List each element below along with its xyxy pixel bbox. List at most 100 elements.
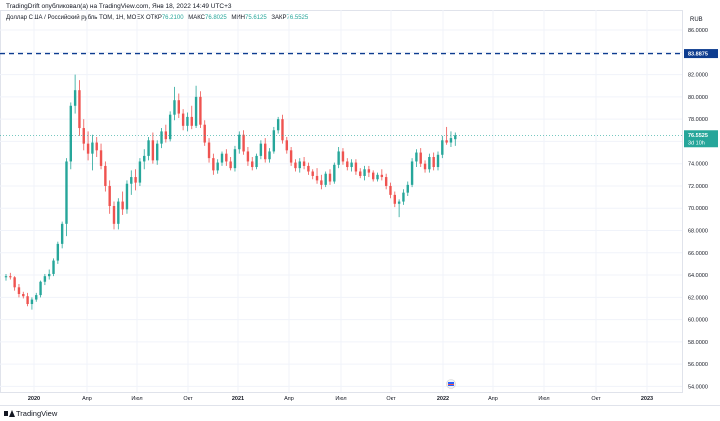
candle-body xyxy=(9,276,12,278)
candle-body xyxy=(26,296,29,305)
candle-body xyxy=(52,260,55,274)
candle-body xyxy=(104,165,107,186)
y-tick-label: 54.0000 xyxy=(688,384,708,390)
candle-body xyxy=(4,276,8,278)
candle-body xyxy=(207,142,211,159)
candle-body xyxy=(177,100,180,114)
x-tick-label: Июл xyxy=(538,396,549,402)
tradingview-footer[interactable]: TradingView xyxy=(4,409,57,418)
candle-body xyxy=(229,161,232,169)
candle-body xyxy=(86,143,90,154)
candle-body xyxy=(143,155,146,162)
legend-close-value: 76.5525 xyxy=(286,15,309,21)
candle-body xyxy=(225,153,228,162)
candle-body xyxy=(372,172,375,180)
x-tick-label: Июл xyxy=(131,396,142,402)
candle-body xyxy=(445,140,448,143)
candle-body xyxy=(13,277,16,288)
x-tick-label: Окт xyxy=(386,396,396,402)
candle-body xyxy=(341,151,345,162)
candle-body xyxy=(410,161,414,185)
legend-open-value: 76.2100 xyxy=(161,15,184,21)
candle-body xyxy=(125,183,129,210)
candle-body xyxy=(449,138,453,143)
candle-body xyxy=(95,142,98,151)
x-tick-label: 2022 xyxy=(437,396,449,402)
candle-body xyxy=(168,114,172,140)
candle-body xyxy=(350,162,353,168)
candle-body xyxy=(220,153,224,163)
candle-body xyxy=(17,287,21,294)
candle-body xyxy=(134,177,137,183)
candle-body xyxy=(238,134,241,150)
x-tick-label: Июл xyxy=(335,396,346,402)
candle-body xyxy=(441,140,444,155)
candle-body xyxy=(281,119,284,141)
candle-body xyxy=(415,152,418,162)
y-tick-label: 56.0000 xyxy=(688,362,708,368)
candle-body xyxy=(65,161,68,224)
candle-body xyxy=(56,243,60,261)
candle-body xyxy=(376,174,379,180)
candle-body xyxy=(255,155,258,168)
candle-body xyxy=(242,134,245,152)
x-tick-label: Окт xyxy=(183,396,193,402)
candle-body xyxy=(354,162,358,172)
candle-body xyxy=(276,119,280,131)
legend-high-label: МАКС xyxy=(188,15,205,21)
candle-body xyxy=(73,90,77,106)
candle-body xyxy=(393,194,396,204)
x-tick-label: 2020 xyxy=(28,396,40,402)
candle-body xyxy=(156,143,159,161)
candle-body xyxy=(233,149,237,169)
y-tick-label: 70.0000 xyxy=(688,206,708,212)
candle-body xyxy=(367,169,371,173)
candle-body xyxy=(259,143,263,156)
candle-body xyxy=(160,131,163,144)
candle-body xyxy=(389,185,392,195)
legend-open-label: ОТКР xyxy=(146,15,162,21)
candle-body xyxy=(30,299,34,305)
candle-body xyxy=(99,150,103,166)
candle-body xyxy=(380,174,384,178)
candle-body xyxy=(181,113,185,126)
candles xyxy=(4,74,457,310)
candle-body xyxy=(216,162,219,171)
candle-body xyxy=(112,206,116,224)
last-price-tag xyxy=(684,130,718,148)
candle-body xyxy=(324,173,327,185)
candle-body xyxy=(432,157,435,168)
grid-lines xyxy=(0,10,720,406)
candle-body xyxy=(173,100,176,115)
y-tick-label: 72.0000 xyxy=(688,184,708,190)
candle-body xyxy=(397,201,401,204)
y-tick-label: 82.0000 xyxy=(688,73,708,79)
candle-body xyxy=(48,273,51,277)
candle-body xyxy=(428,157,431,170)
candle-body xyxy=(108,185,111,207)
y-tick-label: 64.0000 xyxy=(688,273,708,279)
candle-body xyxy=(121,201,124,210)
candle-body xyxy=(43,276,47,282)
y-tick-label: 68.0000 xyxy=(688,229,708,235)
candle-body xyxy=(251,161,254,168)
candle-body xyxy=(35,295,38,300)
y-tick-label: 58.0000 xyxy=(688,340,708,346)
currency-label: RUB xyxy=(690,17,703,23)
y-tick-label: 62.0000 xyxy=(688,295,708,301)
published-caption: TradingDrift опубликовал(а) на TradingVi… xyxy=(6,3,232,10)
candle-body xyxy=(320,180,323,185)
candle-body xyxy=(311,171,314,176)
candle-body xyxy=(147,140,150,156)
candle-body xyxy=(91,142,94,154)
candle-body xyxy=(346,161,349,168)
y-tick-label: 78.0000 xyxy=(688,117,708,123)
countdown-label: 3d 10h xyxy=(688,140,705,146)
level-price-tag xyxy=(684,49,718,59)
candle-body xyxy=(130,177,133,184)
x-tick-label: Апр xyxy=(488,396,498,402)
candle-body xyxy=(337,151,340,165)
candle-body xyxy=(272,130,276,152)
candle-body xyxy=(268,151,271,160)
